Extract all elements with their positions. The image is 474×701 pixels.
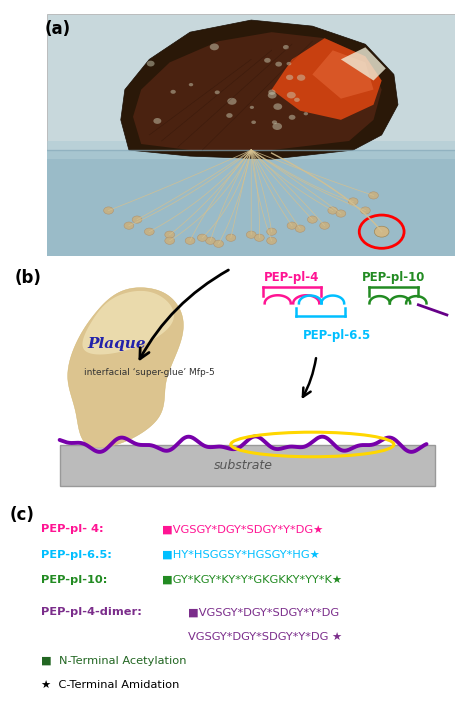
Circle shape xyxy=(227,98,237,104)
Circle shape xyxy=(295,225,305,232)
Circle shape xyxy=(268,92,277,99)
Circle shape xyxy=(171,90,176,94)
Circle shape xyxy=(226,234,236,241)
Polygon shape xyxy=(272,38,382,120)
Circle shape xyxy=(289,115,295,120)
Circle shape xyxy=(189,83,193,86)
Text: PEP-pl- 4:: PEP-pl- 4: xyxy=(41,524,104,534)
Text: Plaque: Plaque xyxy=(87,337,146,350)
Circle shape xyxy=(287,222,297,229)
Text: ■  N-Terminal Acetylation: ■ N-Terminal Acetylation xyxy=(41,656,187,666)
Circle shape xyxy=(165,231,174,238)
Circle shape xyxy=(287,92,296,98)
Circle shape xyxy=(275,62,282,67)
Circle shape xyxy=(132,216,142,223)
Circle shape xyxy=(272,121,277,124)
Circle shape xyxy=(336,210,346,217)
Circle shape xyxy=(348,198,358,205)
Circle shape xyxy=(206,237,215,245)
Text: PEP-pl-6.5: PEP-pl-6.5 xyxy=(303,329,371,341)
Circle shape xyxy=(319,222,329,229)
Circle shape xyxy=(165,237,174,245)
Circle shape xyxy=(273,103,282,110)
Circle shape xyxy=(267,237,276,245)
Polygon shape xyxy=(68,287,183,447)
Bar xyxy=(60,445,435,486)
Circle shape xyxy=(328,207,337,214)
Text: PEP-pl-6.5:: PEP-pl-6.5: xyxy=(41,550,112,559)
Circle shape xyxy=(185,237,195,245)
Circle shape xyxy=(246,231,256,238)
Circle shape xyxy=(215,90,220,94)
Text: PEP-pl-10:: PEP-pl-10: xyxy=(41,575,108,585)
Text: ■GY*KGY*KY*Y*GKGKKY*YY*K★: ■GY*KGY*KY*Y*GKGKKY*YY*K★ xyxy=(162,575,342,585)
Circle shape xyxy=(251,121,256,124)
Polygon shape xyxy=(133,32,382,150)
Polygon shape xyxy=(68,287,183,447)
Polygon shape xyxy=(121,20,398,159)
Circle shape xyxy=(374,226,389,237)
Circle shape xyxy=(360,207,370,214)
Text: interfacial ‘super-glue’ Mfp-5: interfacial ‘super-glue’ Mfp-5 xyxy=(84,368,215,377)
Text: ★  C-Terminal Amidation: ★ C-Terminal Amidation xyxy=(41,680,180,690)
Circle shape xyxy=(304,112,308,116)
Circle shape xyxy=(147,61,155,67)
Text: PEP-pl-4-dimer:: PEP-pl-4-dimer: xyxy=(41,608,142,618)
Circle shape xyxy=(197,234,207,241)
Circle shape xyxy=(214,240,224,247)
Circle shape xyxy=(264,58,271,63)
Polygon shape xyxy=(82,291,174,355)
Text: ■VGSGY*DGY*SDGY*Y*DG★: ■VGSGY*DGY*SDGY*Y*DG★ xyxy=(162,524,323,534)
Bar xyxy=(47,150,455,256)
Text: (b): (b) xyxy=(15,268,42,287)
Text: substrate: substrate xyxy=(214,458,273,472)
Circle shape xyxy=(286,62,292,65)
Circle shape xyxy=(250,106,254,109)
Circle shape xyxy=(294,97,300,102)
Circle shape xyxy=(283,45,289,49)
Circle shape xyxy=(268,90,275,95)
Text: ■VGSGY*DGY*SDGY*Y*DG: ■VGSGY*DGY*SDGY*Y*DG xyxy=(188,608,339,618)
Polygon shape xyxy=(341,47,386,81)
Bar xyxy=(47,141,455,159)
Polygon shape xyxy=(312,50,374,99)
Circle shape xyxy=(226,113,233,118)
Circle shape xyxy=(267,228,276,236)
Circle shape xyxy=(255,234,264,241)
Circle shape xyxy=(273,123,282,130)
Circle shape xyxy=(286,75,293,80)
Text: (a): (a) xyxy=(44,20,70,38)
Text: (c): (c) xyxy=(10,506,35,524)
Circle shape xyxy=(210,43,219,50)
Circle shape xyxy=(369,192,378,199)
Text: PEP-pl-4: PEP-pl-4 xyxy=(264,271,319,284)
Circle shape xyxy=(154,118,161,124)
Circle shape xyxy=(297,74,305,81)
Circle shape xyxy=(308,216,317,223)
Circle shape xyxy=(145,228,154,236)
Text: PEP-pl-10: PEP-pl-10 xyxy=(362,271,426,284)
Circle shape xyxy=(104,207,113,214)
Circle shape xyxy=(124,222,134,229)
Text: ■HY*HSGGSY*HGSGY*HG★: ■HY*HSGGSY*HGSGY*HG★ xyxy=(162,550,319,559)
Text: VGSGY*DGY*SDGY*Y*DG ★: VGSGY*DGY*SDGY*Y*DG ★ xyxy=(188,632,343,641)
